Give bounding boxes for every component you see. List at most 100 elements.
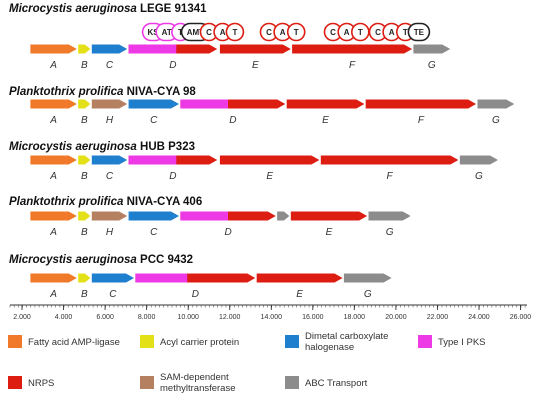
species-name: Planktothrix prolifica <box>9 196 124 208</box>
gene-a-arrow <box>30 273 77 283</box>
legend-item-nrps: NRPS <box>8 376 54 389</box>
gene-d-arrow <box>180 99 286 109</box>
legend-label: Type I PKS <box>438 337 486 348</box>
gene-b-arrow <box>78 273 91 283</box>
gene-label: B <box>81 227 88 238</box>
gene-label: A <box>49 115 57 126</box>
gene-label: A <box>49 289 57 300</box>
gene-clusters: Microcystis aeruginosa LEGE 91341 A B C D E F G… <box>9 3 515 300</box>
legend-swatch <box>8 376 22 389</box>
gene-g-arrow <box>459 155 498 165</box>
gene-label: A <box>49 60 57 71</box>
domain-label: T <box>232 28 237 37</box>
gene-label: G <box>475 171 483 182</box>
tick-label: 22.000 <box>427 314 449 321</box>
gene-g-arrow <box>343 273 392 283</box>
gene-f-arrow <box>365 99 477 109</box>
gene-c-arrow <box>91 273 134 283</box>
tick-label: 4.000 <box>55 314 73 321</box>
domain-label: T <box>178 28 183 37</box>
gene-b-arrow <box>78 155 91 165</box>
tick-label: 26.000 <box>510 314 532 321</box>
gene-label: E <box>266 171 273 182</box>
strain-name: PCC 9432 <box>137 254 193 266</box>
legend-label: Dimetal carboxylate <box>305 331 388 342</box>
domain-label: KS <box>148 28 160 37</box>
strain-name: NIVA-CYA 98 <box>123 86 196 98</box>
species-name: Microcystis aeruginosa <box>9 254 137 266</box>
gene-label: G <box>492 115 500 126</box>
legend-item-abc: ABC Transport <box>285 376 368 389</box>
tick-label: 10.000 <box>177 314 199 321</box>
gene-label: A <box>49 171 57 182</box>
gene-h-arrow <box>91 211 128 221</box>
legend-swatch <box>285 376 299 389</box>
gene-a-arrow <box>30 155 77 165</box>
gene-label: B <box>81 171 88 182</box>
strain-title: Microcystis aeruginosa LEGE 91341 <box>9 3 207 15</box>
strain-name: NIVA-CYA 406 <box>123 196 202 208</box>
gene-a-arrow <box>30 211 77 221</box>
legend-item-fatty: Fatty acid AMP-ligase <box>8 335 120 348</box>
gene-label: C <box>106 60 114 71</box>
legend-swatch <box>140 335 154 348</box>
domain-label: A <box>344 28 350 37</box>
cluster-5: Microcystis aeruginosa PCC 9432 A B C D E G <box>9 254 392 300</box>
tick-label: 16.000 <box>302 314 324 321</box>
cluster-2: Planktothrix prolifica NIVA-CYA 98 A B H C D E… <box>9 86 515 126</box>
gene-b-arrow <box>78 211 91 221</box>
species-name: Planktothrix prolifica <box>9 86 124 98</box>
cluster-3: Microcystis aeruginosa HUB P323 A B C D E F G <box>9 141 498 182</box>
pks-segment <box>180 99 229 109</box>
strain-title: Microcystis aeruginosa PCC 9432 <box>9 254 193 266</box>
domain-label: C <box>375 28 381 37</box>
domain-badge: A <box>273 22 292 42</box>
pks-segment <box>180 211 229 221</box>
gene-label: B <box>81 115 88 126</box>
gene-label: C <box>106 171 114 182</box>
legend-swatch <box>418 335 432 348</box>
pks-segment <box>128 155 177 165</box>
gene-e-arrow <box>286 99 365 109</box>
gene-label: E <box>326 227 333 238</box>
gene-b-arrow <box>78 44 91 54</box>
legend-label: ABC Transport <box>305 378 368 389</box>
strain-name: HUB P323 <box>137 141 195 153</box>
tick-label: 6.000 <box>96 314 114 321</box>
gene-c-arrow <box>128 211 179 221</box>
legend-swatch <box>285 335 299 348</box>
domain-label: TE <box>414 28 425 37</box>
gene-label: E <box>296 289 303 300</box>
gene-d-arrow <box>135 273 256 283</box>
domain-badge: A <box>337 22 357 42</box>
gene-d-arrow <box>128 155 218 165</box>
gene-g-arrow <box>413 44 451 54</box>
cluster-4: Planktothrix prolifica NIVA-CYA 406 A B H C D… <box>9 196 411 238</box>
gene-c-arrow <box>91 155 128 165</box>
strain-name: LEGE 91341 <box>137 3 207 15</box>
cluster-1: Microcystis aeruginosa LEGE 91341 A B C D E F G… <box>9 3 451 71</box>
scale-axis: 2.000 4.000 6.000 8.000 10.000 12.000 14.000 16… <box>9 304 532 321</box>
strain-title: Microcystis aeruginosa HUB P323 <box>9 141 195 153</box>
gene-d-arrow <box>180 211 276 221</box>
gene-label: C <box>150 115 158 126</box>
gene-label: H <box>106 115 114 126</box>
gene-label: E <box>322 115 329 126</box>
gene-c-arrow <box>91 44 128 54</box>
gene-label: D <box>224 227 231 238</box>
domain-label: A <box>280 28 286 37</box>
gene-f-arrow <box>320 155 459 165</box>
domain-badge: T <box>286 22 306 42</box>
tick-label: 2.000 <box>13 314 31 321</box>
strain-title: Planktothrix prolifica NIVA-CYA 406 <box>9 196 202 208</box>
gene-label: F <box>387 171 394 182</box>
domain-label: C <box>206 28 212 37</box>
domain-label: T <box>403 28 408 37</box>
domain-label: T <box>358 28 363 37</box>
legend-label: halogenase <box>305 342 354 353</box>
domain-badge: T <box>225 22 245 42</box>
domain-label: A <box>389 28 395 37</box>
